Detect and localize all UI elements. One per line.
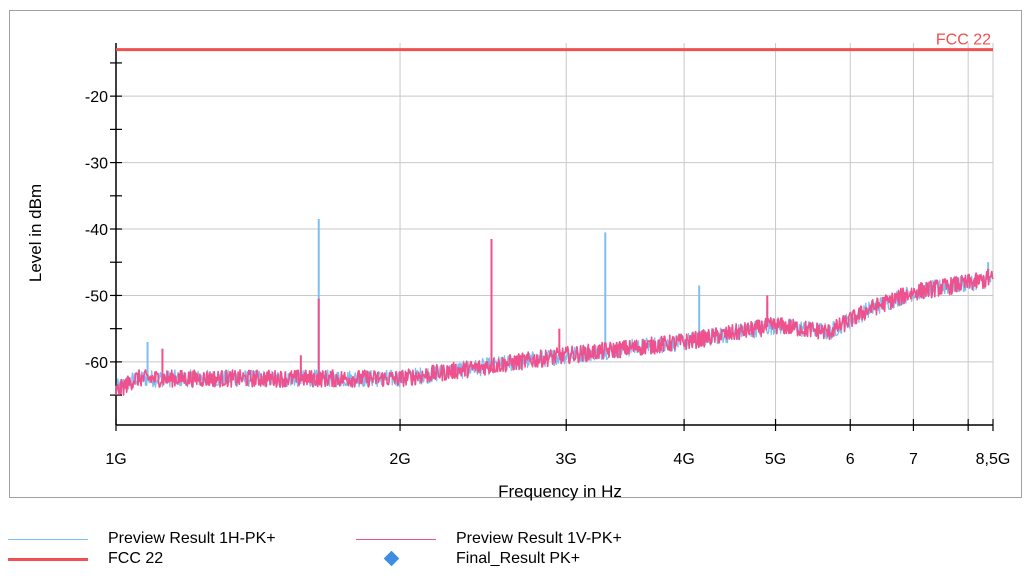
legend-swatch-1h — [8, 539, 88, 540]
x-tick-label-3: 4G — [673, 451, 694, 468]
legend-label-final-result: Final_Result PK+ — [456, 550, 581, 567]
y-tick-label-0: -20 — [85, 89, 108, 106]
series-line — [115, 270, 994, 396]
legend-swatch-1v — [356, 539, 436, 540]
legend-item-1v: Preview Result 1V-PK+ — [352, 530, 752, 550]
y-tick-label-2: -40 — [85, 222, 108, 239]
chart-frame — [9, 10, 1022, 498]
x-tick-label-4: 5G — [765, 451, 786, 468]
emission-chart: -20 -30 -40 -50 -60 1G 2G 3G 4G 5G 6 7 8,5G Frequency… — [26, 32, 1011, 501]
legend-item-fcc22: FCC 22 — [4, 550, 404, 570]
series-1v-trace — [115, 238, 994, 396]
legend-item-1h: Preview Result 1H-PK+ — [4, 530, 404, 550]
legend-swatch-fcc22 — [8, 558, 88, 561]
y-tick-label-4: -60 — [85, 355, 108, 372]
x-tick-label-5: 6 — [846, 451, 855, 468]
y-axis-label: Level in dBm — [26, 184, 45, 282]
x-tick-label-0: 1G — [105, 451, 126, 468]
x-tick-label-8: 8,5G — [976, 451, 1011, 468]
legend-swatch-final-result — [383, 550, 400, 567]
x-tick-label-6: 7 — [909, 451, 918, 468]
x-tick-label-2: 3G — [556, 451, 577, 468]
y-tick-label-3: -50 — [85, 288, 108, 305]
legend-item-final-result: Final_Result PK+ — [352, 550, 752, 570]
x-axis-label: Frequency in Hz — [498, 482, 622, 501]
legend-label-fcc22: FCC 22 — [108, 550, 164, 567]
chart-legend: Preview Result 1H-PK+ Preview Result 1V-… — [0, 530, 1031, 579]
y-tick-label-1: -30 — [85, 156, 108, 173]
legend-label-1v: Preview Result 1V-PK+ — [456, 530, 622, 547]
legend-label-1h: Preview Result 1H-PK+ — [108, 530, 276, 547]
x-tick-label-1: 2G — [389, 451, 410, 468]
limit-line-label: FCC 22 — [936, 32, 991, 49]
